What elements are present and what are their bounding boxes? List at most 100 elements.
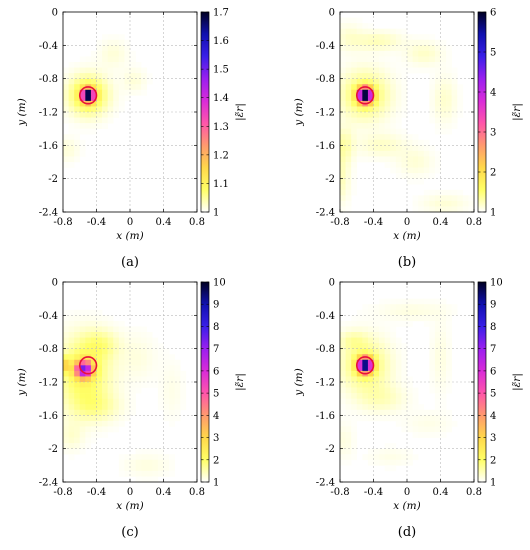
heatmap-cell xyxy=(74,337,81,344)
heatmap-cell xyxy=(85,426,92,433)
heatmap-cell xyxy=(418,145,425,152)
heatmap-cell xyxy=(135,89,142,96)
heatmap-cell xyxy=(85,73,92,79)
heatmap-cell xyxy=(412,67,419,74)
panel-caption: (b) xyxy=(398,255,416,270)
heatmap-cell xyxy=(63,156,69,163)
heatmap-cell xyxy=(174,382,181,388)
heatmap-cell xyxy=(124,404,131,411)
heatmap-cell xyxy=(340,100,346,107)
heatmap-cell xyxy=(345,337,352,344)
heatmap-cell xyxy=(340,78,346,85)
heatmap-cell xyxy=(412,56,419,63)
heatmap-cell xyxy=(63,67,69,74)
heatmap-cell xyxy=(373,376,380,383)
heatmap-cell xyxy=(468,206,475,213)
heatmap-cell xyxy=(407,162,413,168)
colorbar-tick-label: 1 xyxy=(213,478,219,489)
heatmap-cell xyxy=(79,150,86,157)
heatmap-cell xyxy=(412,298,419,305)
heatmap-cell xyxy=(401,162,408,168)
heatmap-cell xyxy=(351,34,358,41)
heatmap-cell xyxy=(90,62,97,68)
heatmap-cell xyxy=(457,84,464,91)
x-tick-label: -0.8 xyxy=(53,487,72,498)
heatmap-cell xyxy=(68,89,75,96)
heatmap-cell xyxy=(118,459,125,466)
heatmap-cell xyxy=(102,337,108,344)
heatmap-cell xyxy=(434,415,441,422)
heatmap-cell xyxy=(434,365,441,372)
heatmap-cell xyxy=(146,365,153,372)
heatmap-cell xyxy=(440,84,447,91)
heatmap-cell xyxy=(118,106,125,113)
heatmap-cell xyxy=(152,359,159,366)
heatmap-cell xyxy=(446,84,452,91)
heatmap-cell xyxy=(68,332,75,338)
heatmap-cell xyxy=(373,134,380,141)
heatmap-cell xyxy=(390,443,397,449)
heatmap-cell xyxy=(401,112,408,118)
heatmap-cell xyxy=(440,298,447,305)
heatmap-cell xyxy=(96,398,103,405)
heatmap-cell xyxy=(407,409,413,416)
heatmap-cell xyxy=(390,67,397,74)
heatmap-cell xyxy=(390,409,397,416)
heatmap-cell xyxy=(174,404,181,411)
heatmap-cell xyxy=(373,459,380,466)
heatmap-cell xyxy=(340,393,346,399)
heatmap-cell xyxy=(390,387,397,394)
heatmap-cell xyxy=(340,89,346,96)
heatmap-cell xyxy=(367,398,374,405)
heatmap-cell xyxy=(85,387,92,394)
heatmap-cell xyxy=(418,426,425,433)
heatmap-cell xyxy=(434,337,441,344)
heatmap-cell xyxy=(351,78,358,85)
colorbar-tick-label: 7 xyxy=(490,344,496,355)
heatmap-cell xyxy=(390,34,397,41)
x-tick-label: 0 xyxy=(127,217,133,228)
heatmap-cell xyxy=(457,106,464,113)
heatmap-cell xyxy=(345,178,352,185)
heatmap-cell xyxy=(434,354,441,361)
heatmap-cell xyxy=(373,112,380,118)
heatmap-cell xyxy=(446,67,452,74)
heatmap-cell xyxy=(412,167,419,174)
heatmap-cell xyxy=(152,448,159,455)
heatmap-cell xyxy=(340,320,346,327)
heatmap-cell xyxy=(118,320,125,327)
heatmap-cell xyxy=(146,78,153,85)
colorbar-tick-label: 2 xyxy=(490,168,496,179)
x-tick-label: 0.8 xyxy=(189,487,205,498)
heatmap-cell xyxy=(130,365,136,372)
heatmap-cell xyxy=(96,84,103,91)
heatmap-cell xyxy=(79,112,86,118)
heatmap-cell xyxy=(141,459,148,466)
heatmap-cell xyxy=(390,398,397,405)
heatmap-cell xyxy=(362,128,369,135)
heatmap-cell xyxy=(401,134,408,141)
heatmap-cell xyxy=(85,343,92,349)
heatmap-cell xyxy=(345,348,352,355)
heatmap-cell xyxy=(63,432,69,438)
heatmap-cell xyxy=(440,112,447,118)
heatmap-cell xyxy=(74,67,81,74)
heatmap-cell xyxy=(407,415,413,422)
heatmap-cell xyxy=(340,17,346,24)
heatmap-cell xyxy=(373,398,380,405)
heatmap-cell xyxy=(85,62,92,68)
heatmap-cell xyxy=(401,354,408,361)
heatmap-cell xyxy=(379,415,385,422)
heatmap-cell xyxy=(102,45,108,52)
heatmap-cell xyxy=(141,73,148,79)
heatmap-cell xyxy=(157,343,164,349)
colorbar-tick-label: 1.3 xyxy=(213,122,229,133)
heatmap-cell xyxy=(384,134,391,141)
heatmap-cell xyxy=(434,150,441,157)
heatmap-cell xyxy=(373,123,380,129)
heatmap-cell xyxy=(418,39,425,46)
x-tick-label: -0.4 xyxy=(364,487,383,498)
heatmap-cell xyxy=(135,78,142,85)
y-axis-label: y (m) xyxy=(16,98,28,126)
heatmap-cell xyxy=(68,432,75,438)
